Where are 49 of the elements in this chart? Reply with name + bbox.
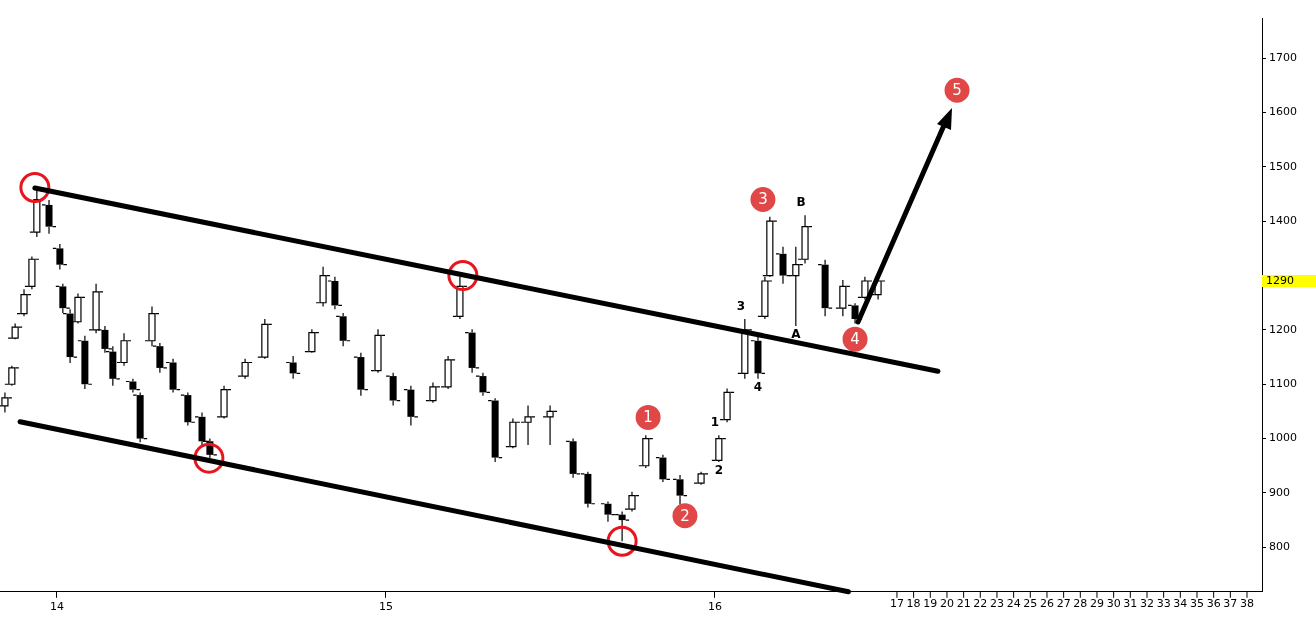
x2-tick-label: 21 (956, 597, 971, 611)
y-tick-label: 1700 (1269, 51, 1297, 65)
x2-tick-label: 27 (1056, 597, 1071, 611)
y-tick-label: 1600 (1269, 105, 1297, 119)
candlestick (8, 365, 16, 387)
annotation: 1 (710, 415, 720, 430)
x2-tick-label: 26 (1039, 597, 1054, 611)
x2-tick-label: 32 (1139, 597, 1154, 611)
x2-tick-label: 30 (1106, 597, 1121, 611)
x2-tick-label: 29 (1089, 597, 1104, 611)
x2-tick-label: 37 (1223, 597, 1238, 611)
y-tick-label: 1500 (1269, 159, 1297, 173)
x2-tick-label: 19 (923, 597, 938, 611)
x2-tick-label: 36 (1206, 597, 1221, 611)
annotation: 4 (753, 379, 763, 394)
x2-tick-label: 31 (1123, 597, 1138, 611)
y-tick-label: 1400 (1269, 214, 1297, 228)
x-tick-label: 15 (378, 600, 393, 614)
x2-tick-label: 24 (1006, 597, 1021, 611)
annotation: 2 (680, 506, 690, 525)
annotation: 1 (643, 408, 653, 427)
x2-tick-label: 17 (889, 597, 904, 611)
x2-tick-label: 23 (989, 597, 1004, 611)
x2-tick-label: 33 (1156, 597, 1171, 611)
x2-tick-label: 25 (1023, 597, 1038, 611)
x2-tick-label: 38 (1240, 597, 1254, 611)
x2-tick-label: 34 (1173, 597, 1188, 611)
annotation: 5 (952, 81, 962, 100)
x2-tick-label: 22 (973, 597, 988, 611)
annotation: 2 (714, 463, 724, 478)
y-tick-label: 800 (1269, 540, 1290, 554)
annotation: 4 (850, 330, 860, 349)
y-tick-label: 1000 (1269, 431, 1297, 445)
annotation: B (796, 195, 806, 210)
annotation: 3 (736, 299, 746, 314)
annotation: A (791, 327, 802, 342)
y-tick-label: 1100 (1269, 377, 1297, 391)
y-tick-label: 1200 (1269, 322, 1297, 336)
x2-tick-label: 28 (1073, 597, 1088, 611)
x-tick-label: 16 (707, 600, 722, 614)
x-tick-label: 14 (49, 600, 64, 614)
x2-tick-label: 18 (906, 597, 921, 611)
text: 1290 (1266, 273, 1294, 287)
annotation: 3 (758, 190, 768, 209)
point (19, 172, 51, 204)
y-tick-label: 900 (1269, 485, 1290, 499)
x2-tick-label: 35 (1189, 597, 1204, 611)
point (193, 442, 225, 474)
x2-tick-label: 20 (939, 597, 954, 611)
